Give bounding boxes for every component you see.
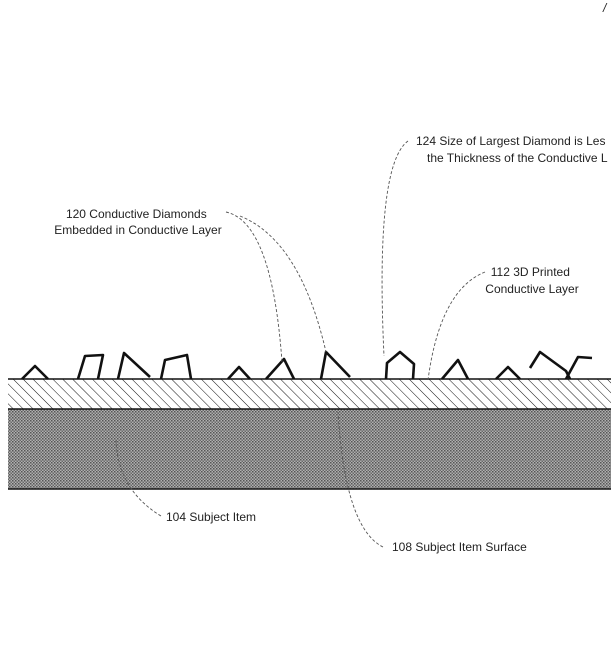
diamond: [265, 357, 296, 380]
diamond: [564, 355, 593, 380]
label-conductive-layer: 112 3D Printed Conductive Layer: [485, 265, 578, 296]
diamond: [159, 353, 193, 380]
label-diamonds: 120 Conductive Diamonds Embedded in Cond…: [54, 207, 221, 237]
subject-item-block: [8, 409, 611, 489]
diamond: [495, 365, 521, 380]
label-subject-item: 104 Subject Item: [166, 510, 256, 524]
diamond: [441, 358, 470, 380]
leader-lines: [115, 140, 486, 548]
leader-layer: [427, 271, 486, 381]
conductive-diamonds: [21, 350, 593, 380]
conductive-layer: [8, 379, 611, 409]
leader-subject-surface: [337, 411, 384, 548]
diamond: [116, 351, 151, 380]
label-largest-line1: 124 Size of Largest Diamond is Les: [416, 134, 605, 148]
leader-diamonds-2: [239, 215, 327, 353]
diamond: [76, 353, 105, 380]
leader-largest: [381, 140, 409, 357]
corner-mark: /: [602, 1, 608, 15]
diamond: [384, 350, 416, 380]
label-diamonds-line1: 120 Conductive Diamonds: [66, 207, 207, 221]
diamond: [227, 365, 251, 380]
diamond: [21, 364, 49, 380]
label-layer-line2: Conductive Layer: [485, 282, 578, 296]
label-largest-line2: the Thickness of the Conductive L: [427, 151, 608, 165]
label-diamonds-line2: Embedded in Conductive Layer: [54, 223, 221, 237]
diamond: [319, 350, 351, 380]
label-layer-line1: 112 3D Printed: [491, 265, 570, 279]
leader-subject-item: [115, 439, 162, 517]
diamond: [528, 350, 572, 380]
leader-diamonds-1: [225, 211, 283, 363]
label-largest-diamond: 124 Size of Largest Diamond is Les the T…: [416, 134, 609, 165]
label-subject-surface: 108 Subject Item Surface: [392, 540, 527, 554]
